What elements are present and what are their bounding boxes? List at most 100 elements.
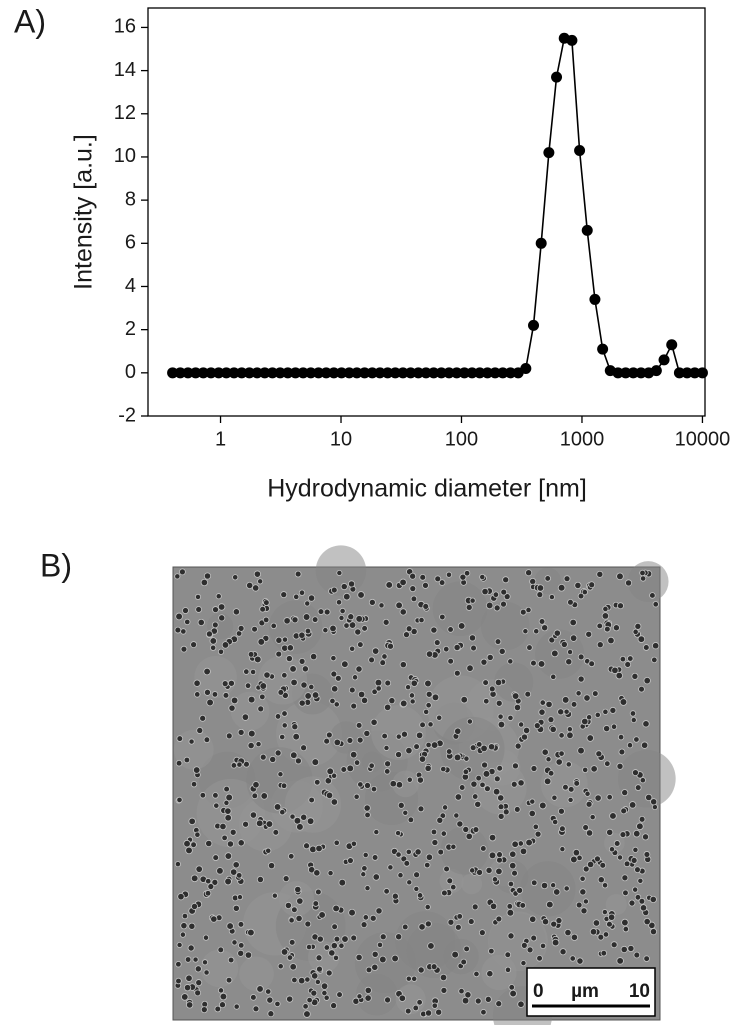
data-point (289, 367, 301, 379)
particle (317, 608, 325, 615)
particle (506, 908, 515, 917)
data-point (167, 367, 179, 379)
particle (297, 976, 306, 985)
particle (376, 941, 384, 948)
particle (405, 625, 413, 633)
particle (368, 598, 376, 606)
scale-bar-unit: µm (571, 981, 599, 1002)
particle (217, 946, 225, 954)
particle (236, 761, 243, 768)
particle (642, 720, 650, 728)
particle (567, 786, 575, 793)
particle (252, 584, 260, 592)
particle (632, 846, 639, 853)
particle (520, 960, 527, 967)
particle (280, 948, 289, 956)
data-point (696, 367, 708, 379)
particle (280, 591, 288, 599)
particle (594, 794, 602, 802)
particle (364, 811, 371, 819)
data-point (574, 144, 586, 156)
particle (228, 704, 236, 712)
particle (481, 587, 489, 596)
particle (483, 698, 490, 705)
particle (176, 735, 184, 742)
particle (588, 581, 596, 589)
particle (628, 899, 636, 907)
particle (453, 753, 462, 762)
particle (604, 760, 611, 767)
particle (633, 829, 641, 838)
particle (626, 742, 634, 749)
data-point (305, 367, 317, 379)
particle (188, 922, 196, 930)
particle (506, 903, 514, 910)
particle (607, 636, 615, 645)
particle (511, 692, 520, 700)
background-blotch (307, 941, 340, 973)
particle (357, 781, 364, 788)
particle (633, 736, 640, 743)
particle (294, 885, 302, 894)
particle (292, 732, 300, 741)
particle (416, 999, 423, 1006)
particle (430, 963, 438, 971)
particle (180, 628, 187, 635)
particle (331, 685, 339, 693)
particle (410, 628, 418, 636)
particle (632, 628, 639, 635)
particle (327, 870, 334, 877)
particle (638, 816, 646, 823)
particle (224, 807, 232, 815)
particle (504, 966, 512, 973)
particle (202, 934, 210, 941)
particle (362, 851, 369, 859)
particle (427, 942, 435, 950)
particle (188, 817, 196, 826)
particle (640, 575, 647, 582)
particle (509, 861, 517, 870)
data-point (259, 367, 271, 379)
particle (232, 608, 240, 616)
particle (488, 851, 497, 860)
particle (259, 753, 267, 761)
particle (251, 625, 258, 633)
particle (582, 824, 589, 831)
background-blotch (605, 893, 627, 916)
particle (227, 679, 235, 687)
particle (180, 645, 188, 653)
particle (493, 604, 501, 612)
y-tick-label: 14 (114, 59, 136, 81)
panel-label: B) (40, 547, 72, 583)
particle (379, 933, 387, 941)
particle (430, 741, 439, 749)
particle (222, 692, 230, 699)
particle (424, 679, 432, 688)
particle (230, 696, 239, 705)
particle (638, 897, 646, 905)
particle (608, 846, 616, 853)
particle (555, 917, 563, 925)
particle (225, 976, 233, 984)
particle (250, 994, 257, 1001)
particle (177, 892, 185, 901)
particle (370, 718, 378, 726)
particle (538, 801, 547, 810)
panel-label: A) (14, 3, 46, 39)
particle (582, 766, 589, 774)
y-tick-label: 16 (114, 16, 136, 38)
particle (263, 599, 270, 606)
x-tick-label: 10000 (675, 428, 731, 450)
particle (507, 658, 514, 665)
particle (257, 705, 265, 713)
particle (355, 665, 363, 673)
y-tick-label: 10 (114, 145, 136, 167)
particle (211, 621, 219, 629)
particle (407, 816, 415, 824)
particle (244, 682, 252, 689)
particle (224, 814, 232, 822)
particle (372, 873, 380, 881)
data-point (174, 367, 186, 379)
particle (361, 625, 368, 632)
particle (403, 860, 411, 867)
